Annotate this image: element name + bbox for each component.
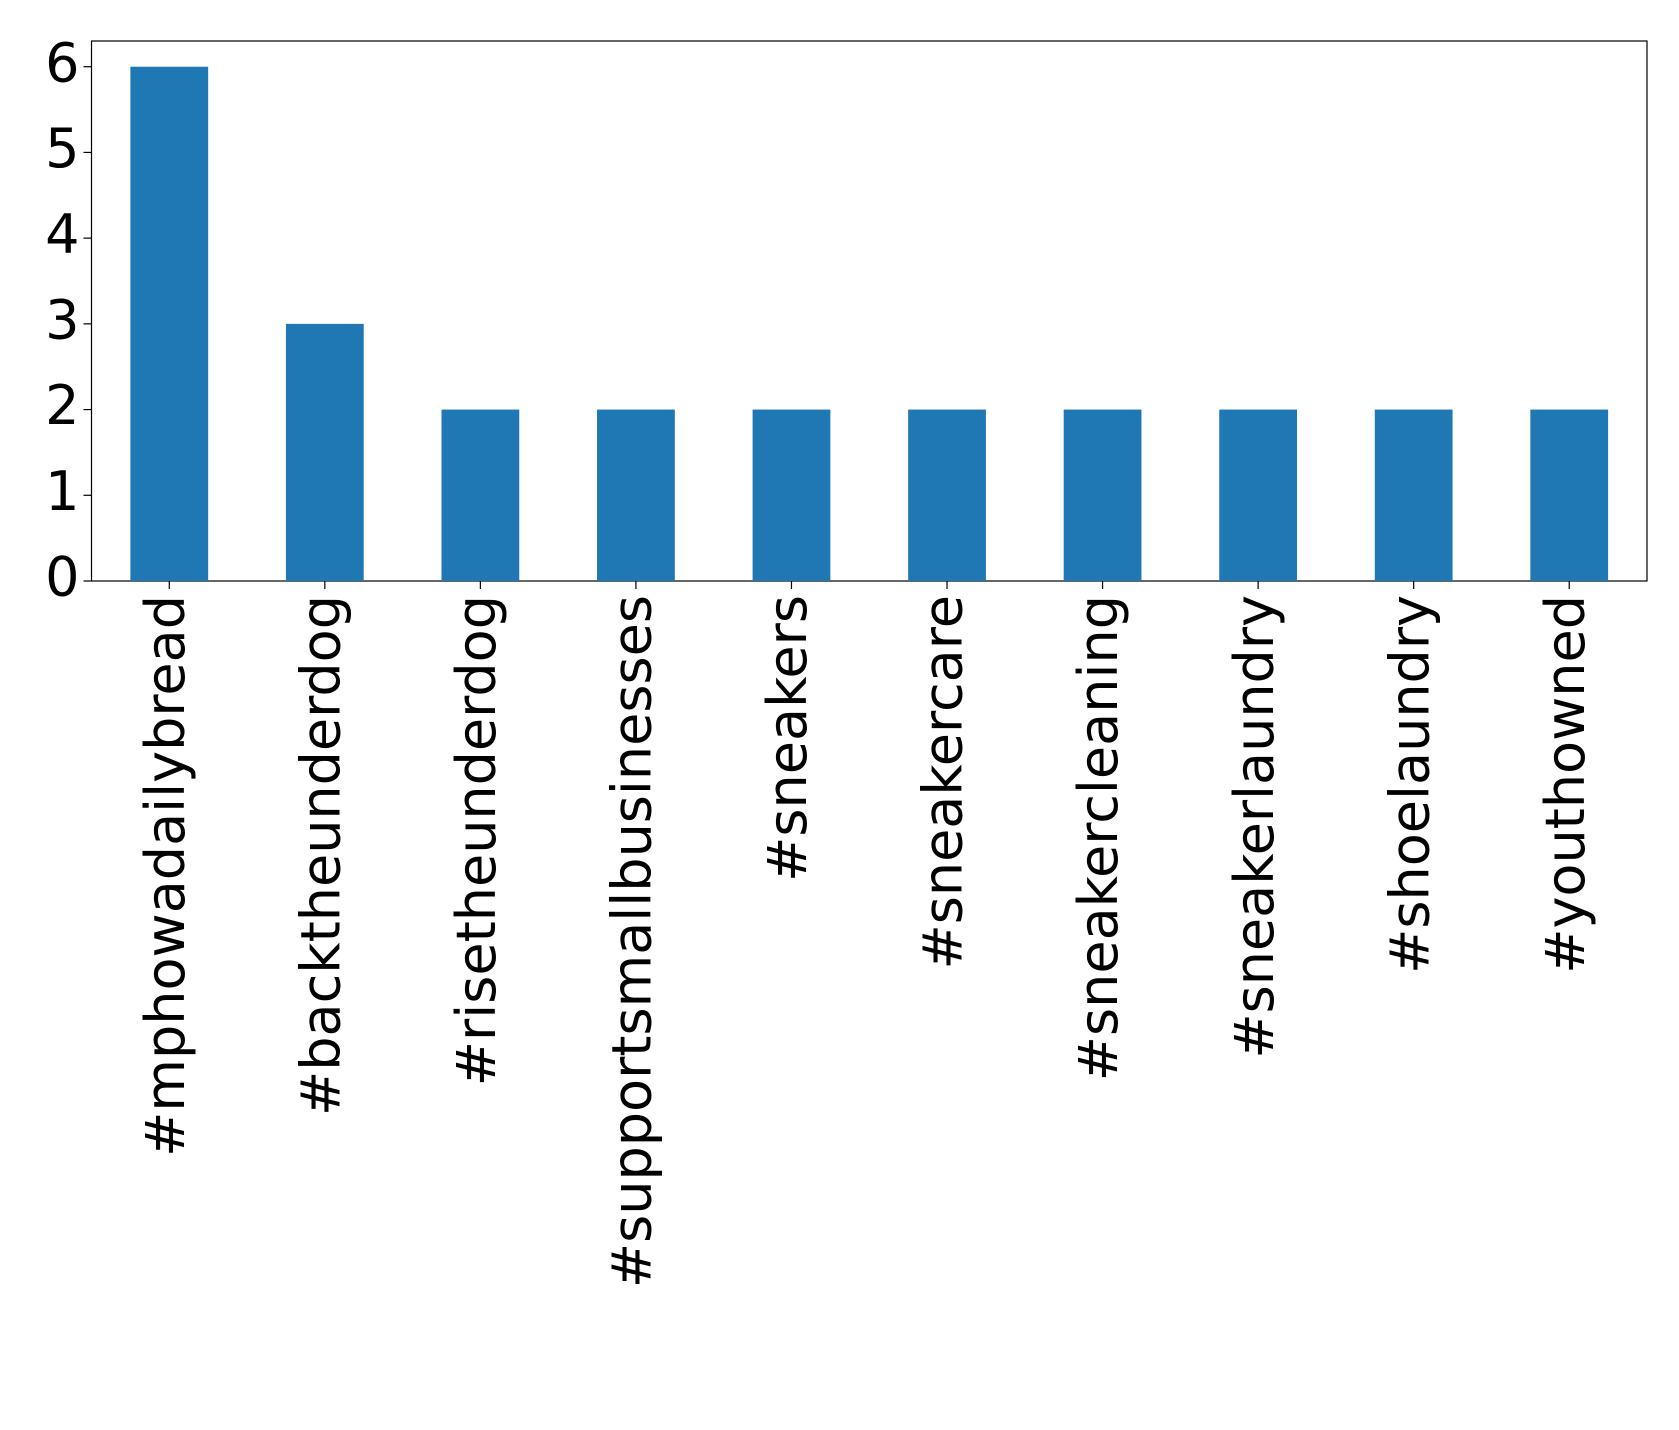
x-tick-label: #supportsmallbusinesses: [601, 595, 664, 1288]
x-tick-label: #sneakercare: [912, 595, 975, 970]
y-tick-label: 0: [45, 546, 79, 609]
y-tick-label: 5: [45, 117, 79, 180]
bar: [285, 323, 364, 581]
x-tick-label: #sneakers: [756, 595, 819, 882]
x-tick-label: #sneakerlaundry: [1223, 595, 1286, 1059]
bar: [130, 66, 209, 581]
x-tick-label: #backtheunderdog: [289, 595, 352, 1116]
bar: [441, 409, 520, 581]
bar: [752, 409, 831, 581]
y-tick-label: 3: [45, 288, 79, 351]
x-tick-label: #risetheunderdog: [445, 595, 508, 1086]
x-tick-label: #sneakercleaning: [1067, 595, 1130, 1081]
y-tick-label: 2: [45, 374, 79, 437]
bar: [908, 409, 986, 581]
x-tick-label: #mphowadailybread: [134, 595, 197, 1157]
bar: [597, 409, 675, 581]
bar: [1219, 409, 1298, 581]
bar: [1374, 409, 1453, 581]
bar: [1063, 409, 1142, 581]
y-tick-label: 6: [45, 31, 79, 94]
plot-frame: [90, 40, 1648, 582]
x-tick-label: #shoelaundry: [1378, 595, 1441, 974]
y-tick-label: 1: [45, 460, 79, 523]
x-tick-label: #youthowned: [1534, 595, 1597, 974]
bar: [1530, 409, 1609, 581]
y-tick-label: 4: [45, 203, 79, 266]
